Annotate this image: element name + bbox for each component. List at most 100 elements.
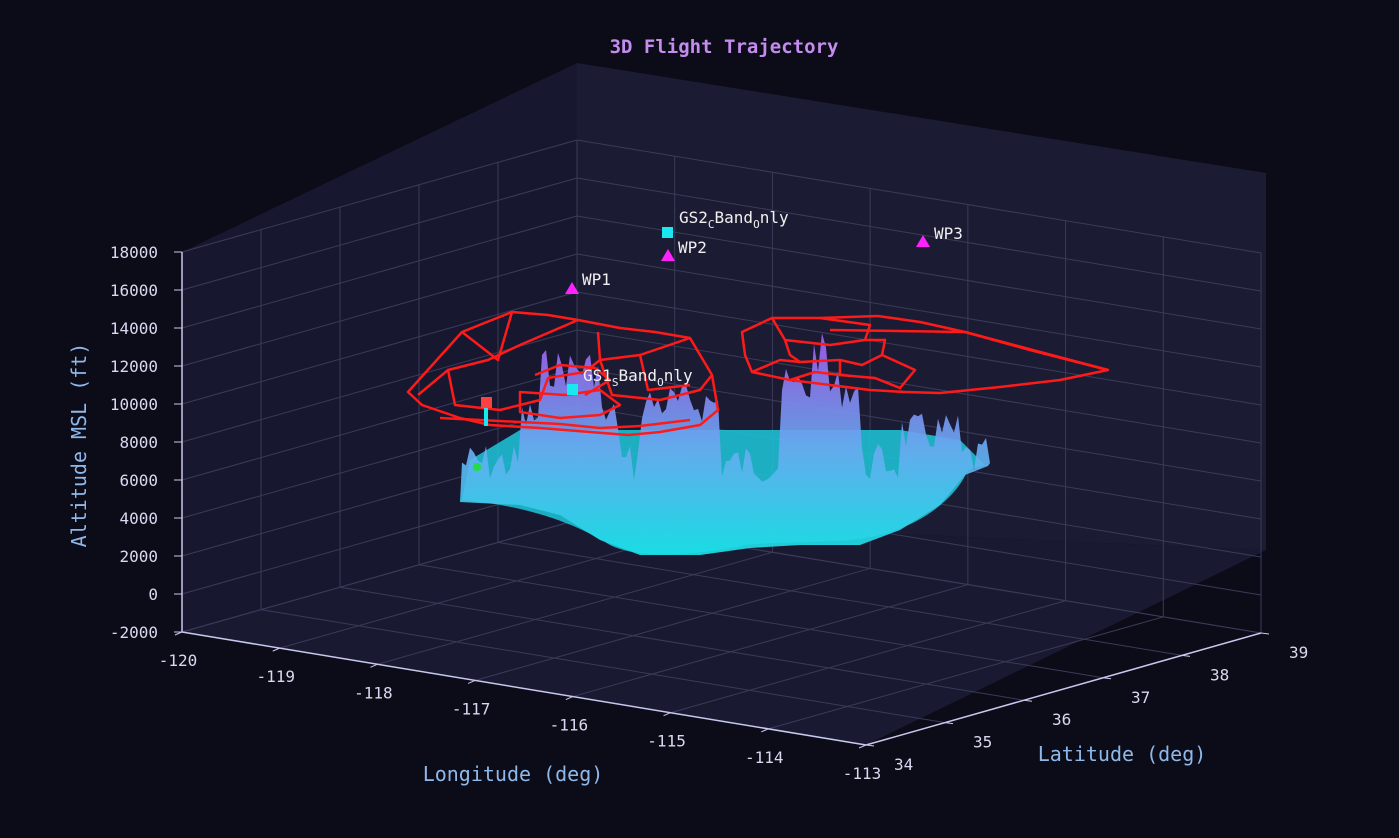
x-tick-label: -117: [452, 699, 491, 718]
airspace-east-inner-1: [770, 316, 872, 347]
airspace-east-inner-5: [789, 370, 841, 382]
x-tick-label: -116: [550, 716, 589, 735]
wp3-marker: [916, 235, 930, 247]
x-tick-label: -115: [647, 732, 686, 751]
grid-line-x: [670, 600, 1066, 714]
x-tick-label: -120: [159, 651, 198, 670]
pane-floor: [182, 520, 1266, 745]
y-axis-title: Latitude (deg): [1038, 742, 1207, 766]
airspace-east-inner-2: [783, 338, 887, 367]
y-tick-mark: [1023, 699, 1033, 702]
z-tick-label: 16000: [110, 281, 158, 300]
z-tick-label: 6000: [119, 471, 158, 490]
grid-line-z-left: [181, 405, 578, 519]
grid-line-z-left: [181, 177, 578, 291]
y-tick-label: 37: [1131, 688, 1150, 707]
airspace-west-inner-6: [534, 363, 612, 397]
gs2-marker: [662, 227, 673, 238]
airspace-east-inner-4: [838, 353, 917, 390]
grid-line-x: [377, 551, 773, 665]
x-tick-mark: [663, 712, 671, 717]
x-axis-title: Longitude (deg): [423, 762, 604, 786]
x-tick-mark: [565, 696, 574, 701]
x-tick-label: -114: [745, 748, 784, 767]
x-tick-mark: [370, 663, 378, 668]
grid-line-z-left: [181, 519, 578, 633]
y-tick-mark: [1102, 677, 1112, 680]
airspace-west-inner-1: [417, 318, 579, 396]
grid-line-y: [497, 541, 1183, 656]
x-tick-mark: [858, 744, 867, 749]
x-tick-label: -119: [256, 667, 295, 686]
grid-line-y: [260, 609, 946, 724]
start-marker: [481, 397, 492, 408]
gs1-label: GS1SBandOnly: [583, 366, 693, 389]
y-tick-label: 39: [1289, 643, 1308, 662]
y-axis-line: [865, 632, 1262, 746]
y-tick-label: 35: [973, 733, 992, 752]
grid-line-z-back: [576, 139, 1262, 254]
z-tick-label: 2000: [119, 547, 158, 566]
airspace-east-inner-3: [751, 358, 801, 374]
y-tick-label: 36: [1052, 710, 1071, 729]
z-tick-label: 8000: [119, 433, 158, 452]
z-tick-label: 0: [148, 585, 158, 604]
airspace-east-outer: [740, 314, 1110, 395]
airspace-west-outer: [406, 310, 720, 437]
gs1-marker: [567, 384, 578, 395]
airspace-west-inner-3: [446, 336, 691, 412]
z-tick-label: 4000: [119, 509, 158, 528]
grid-line-z-back: [576, 329, 1262, 444]
wp1-label: WP1: [582, 270, 611, 289]
x-tick-mark: [272, 647, 280, 652]
airspace-west-inner-7: [439, 416, 691, 430]
grid-line-x: [279, 535, 675, 649]
grid-line-y: [418, 564, 1104, 679]
chart-title: 3D Flight Trajectory: [610, 36, 839, 58]
grid-line-z-back: [576, 253, 1262, 368]
wp3-label: WP3: [934, 224, 963, 243]
z-tick-label: -2000: [110, 623, 158, 642]
markers: WP1 WP2 WP3 GS2CBandOnly GS1SBandOnly: [473, 208, 963, 471]
airspace-west-inner-4: [596, 331, 713, 402]
airspace-west-inner-8: [638, 354, 691, 392]
grid-line-z-left: [181, 253, 578, 367]
grid-line-x: [475, 567, 871, 681]
x-tick-label: -113: [843, 764, 882, 783]
pane-back: [577, 63, 1266, 550]
z-tick-label: 10000: [110, 395, 158, 414]
airspace-east-inner-6: [829, 328, 1109, 372]
x-tick-mark: [761, 728, 769, 733]
y-tick-mark: [1181, 654, 1191, 657]
grid-line-z-left: [181, 291, 578, 405]
y-tick-label: 38: [1210, 665, 1229, 684]
grid-line-z-back: [576, 177, 1262, 292]
airspace-boundaries: [406, 310, 1110, 437]
y-tick-mark: [944, 722, 954, 725]
gs2-label: GS2CBandOnly: [679, 208, 789, 231]
y-tick-label: 34: [894, 755, 913, 774]
grid-line-x: [572, 584, 968, 698]
wp1-marker: [565, 282, 579, 294]
grid-line-z-left: [181, 215, 578, 329]
end-marker: [473, 463, 481, 471]
x-tick-mark: [467, 679, 476, 684]
y-tick-mark: [865, 744, 875, 747]
grid-line-y: [339, 586, 1025, 701]
z-tick-label: 14000: [110, 319, 158, 338]
z-tick-label: 12000: [110, 357, 158, 376]
grid-line-z-left: [181, 367, 578, 481]
axes: -120 -119 -118 -117 -116 -115 -114 -113 34 35 36 37…: [110, 243, 1308, 783]
wp2-label: WP2: [678, 238, 707, 257]
grid-line-x: [768, 616, 1164, 730]
start-marker-stem: [484, 408, 488, 426]
y-tick-mark: [1260, 632, 1270, 635]
x-axis-line: [181, 631, 867, 746]
z-axis-title: Altitude MSL (ft): [67, 343, 91, 548]
z-tick-label: 18000: [110, 243, 158, 262]
x-tick-label: -118: [354, 683, 393, 702]
grid-line-z-back: [576, 291, 1262, 406]
grid-line-z-left: [181, 139, 578, 253]
airspace-west-inner-2: [461, 311, 514, 362]
